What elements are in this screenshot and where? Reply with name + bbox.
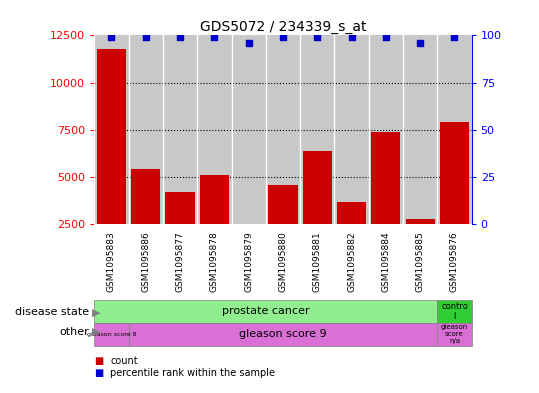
Bar (337, 202, 366, 272)
Point (244, 40, 253, 46)
Text: GSM1095877: GSM1095877 (176, 231, 184, 292)
Bar (97, 49, 126, 272)
Text: other: other (59, 327, 89, 337)
Text: GSM1095876: GSM1095876 (450, 231, 459, 292)
Text: ▶: ▶ (92, 327, 100, 337)
Text: GSM1095882: GSM1095882 (347, 231, 356, 292)
Text: count: count (110, 356, 138, 365)
Text: percentile rank within the sample: percentile rank within the sample (110, 369, 275, 378)
Bar (405, 219, 435, 272)
Text: GSM1095885: GSM1095885 (416, 231, 425, 292)
Point (450, 34, 459, 40)
Point (176, 34, 184, 40)
Text: GSM1095886: GSM1095886 (141, 231, 150, 292)
Text: gleason score 9: gleason score 9 (239, 329, 327, 339)
Text: disease state: disease state (15, 307, 89, 318)
Bar (303, 151, 332, 272)
Point (382, 34, 390, 40)
Point (279, 34, 287, 40)
Text: prostate cancer: prostate cancer (222, 306, 309, 316)
Text: GSM1095881: GSM1095881 (313, 231, 322, 292)
Bar (129, 323, 437, 346)
Bar (94, 323, 129, 346)
Bar (437, 300, 472, 323)
Point (107, 34, 116, 40)
Bar (131, 169, 161, 272)
Point (210, 34, 219, 40)
Bar (165, 192, 195, 272)
Point (416, 40, 425, 46)
Text: GSM1095878: GSM1095878 (210, 231, 219, 292)
Bar (437, 323, 472, 346)
Text: ■: ■ (94, 356, 103, 365)
Bar (268, 185, 298, 272)
Text: GSM1095883: GSM1095883 (107, 231, 116, 292)
Text: GSM1095884: GSM1095884 (382, 231, 390, 292)
Text: gleason score 8: gleason score 8 (87, 332, 136, 337)
Point (347, 34, 356, 40)
Bar (200, 175, 229, 272)
Text: GSM1095880: GSM1095880 (279, 231, 287, 292)
Point (141, 34, 150, 40)
Text: gleason
score
n/a: gleason score n/a (441, 324, 468, 344)
Point (313, 34, 322, 40)
Bar (440, 122, 469, 272)
Text: contro
l: contro l (441, 301, 468, 321)
Bar (234, 226, 263, 272)
Text: GSM1095879: GSM1095879 (244, 231, 253, 292)
Text: ■: ■ (94, 369, 103, 378)
Bar (371, 132, 400, 272)
Title: GDS5072 / 234339_s_at: GDS5072 / 234339_s_at (200, 20, 366, 34)
Text: ▶: ▶ (92, 307, 100, 318)
